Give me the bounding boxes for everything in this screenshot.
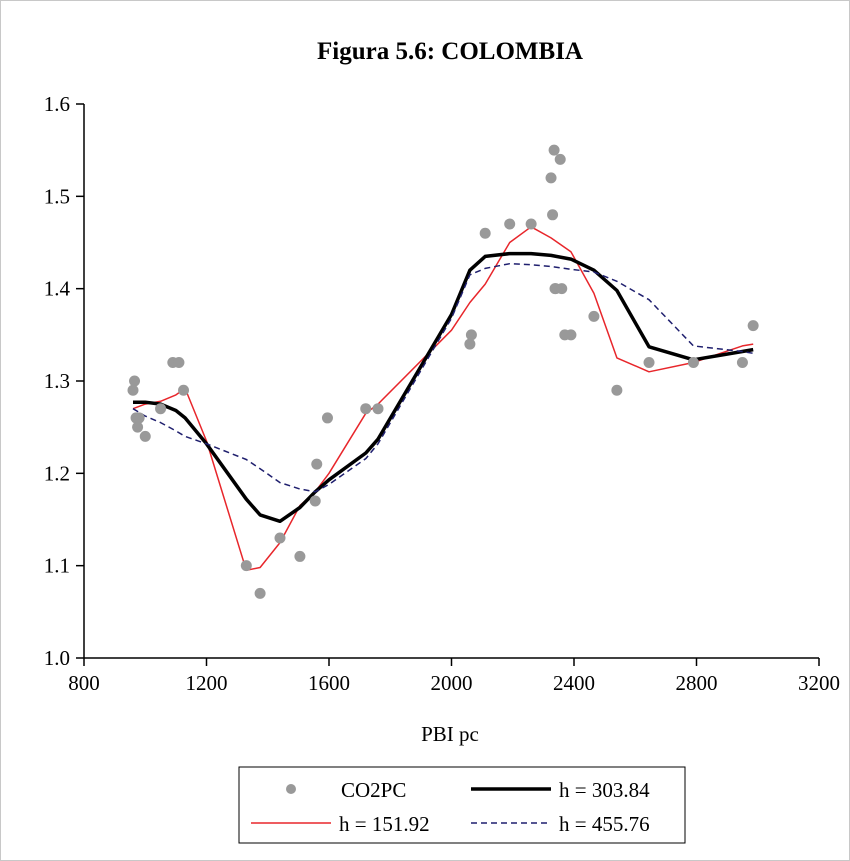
y-tick-label: 1.2 <box>44 461 70 485</box>
series-line-h3 <box>132 262 754 493</box>
data-point <box>240 560 252 572</box>
data-point <box>643 357 655 369</box>
scatter-points <box>127 144 759 599</box>
x-axis-label: PBI pc <box>421 722 479 746</box>
chart-title: Figura 5.6: COLOMBIA <box>317 38 583 65</box>
data-point <box>736 357 748 369</box>
y-tick-label: 1.3 <box>44 369 70 393</box>
y-tick-label: 1.5 <box>44 184 70 208</box>
legend: CO2PC h = 303.84 h = 151.92 h = 455.76 <box>238 766 686 844</box>
legend-label-h2: h = 303.84 <box>559 778 650 802</box>
data-point <box>611 384 623 396</box>
data-point <box>747 320 759 332</box>
series-line-h2 <box>133 251 754 524</box>
x-ticks: 800 1200 1600 2000 2400 2800 3200 <box>68 658 840 695</box>
data-point <box>565 329 577 341</box>
data-point <box>545 172 557 184</box>
axes <box>83 104 819 659</box>
data-point <box>294 550 306 562</box>
data-point <box>465 329 477 341</box>
legend-label-h1: h = 151.92 <box>339 812 430 836</box>
y-tick-label: 1.4 <box>44 277 71 301</box>
data-point <box>687 357 699 369</box>
data-point <box>464 338 476 350</box>
y-tick-label: 1.0 <box>44 646 70 670</box>
x-tick-label: 800 <box>68 671 100 695</box>
x-tick-label: 2000 <box>431 671 473 695</box>
y-tick-label: 1.6 <box>44 92 70 116</box>
data-point <box>173 357 185 369</box>
x-tick-label: 2400 <box>553 671 595 695</box>
x-tick-label: 2800 <box>676 671 718 695</box>
legend-label-points: CO2PC <box>341 778 406 802</box>
x-tick-label: 3200 <box>798 671 840 695</box>
data-point <box>321 412 333 424</box>
data-point <box>274 532 286 544</box>
data-point <box>127 384 139 396</box>
data-point <box>556 283 568 295</box>
series-line-h1 <box>132 226 754 572</box>
data-point <box>254 587 266 599</box>
legend-marker-points <box>286 784 296 794</box>
data-point <box>133 412 145 424</box>
legend-label-h3: h = 455.76 <box>559 812 650 836</box>
data-point <box>309 495 321 507</box>
data-point <box>129 375 141 387</box>
data-point <box>588 310 600 322</box>
data-point <box>139 430 151 442</box>
data-point <box>178 384 190 396</box>
data-point <box>504 218 516 230</box>
data-point <box>479 227 491 239</box>
data-point <box>547 209 559 221</box>
legend-box <box>238 766 686 844</box>
data-point <box>311 458 323 470</box>
data-point <box>372 403 384 415</box>
data-point <box>155 403 167 415</box>
data-point <box>525 218 537 230</box>
x-tick-label: 1200 <box>186 671 228 695</box>
x-tick-label: 1600 <box>308 671 350 695</box>
series-lines <box>132 226 754 572</box>
data-point <box>360 403 372 415</box>
y-tick-label: 1.1 <box>44 554 70 578</box>
y-ticks: 1.0 1.1 1.2 1.3 1.4 1.5 1.6 <box>44 92 84 670</box>
data-point <box>554 153 566 165</box>
data-point <box>548 144 560 156</box>
data-point <box>132 421 144 433</box>
